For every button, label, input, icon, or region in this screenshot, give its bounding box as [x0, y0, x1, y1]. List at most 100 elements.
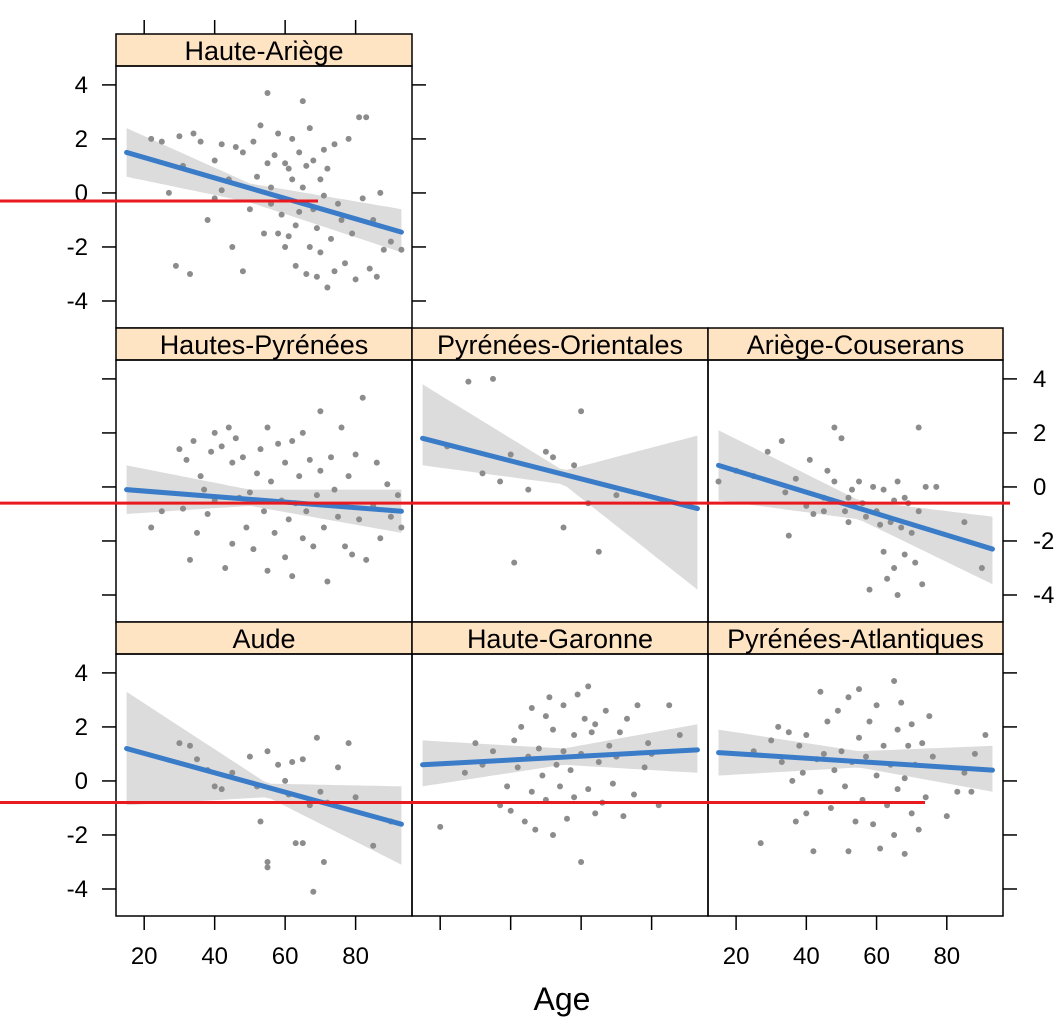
data-point-6-58	[968, 788, 975, 795]
data-point-1-65	[384, 481, 391, 488]
data-point-6-23	[845, 694, 852, 701]
data-point-1-22	[243, 524, 250, 531]
data-point-0-47	[306, 125, 313, 132]
data-point-1-19	[232, 435, 239, 442]
data-point-6-32	[870, 821, 877, 828]
data-point-0-50	[313, 273, 320, 280]
data-point-6-42	[894, 786, 901, 793]
data-point-6-5	[785, 729, 792, 736]
data-point-1-64	[377, 535, 384, 542]
data-point-0-56	[324, 284, 331, 291]
data-point-3-40	[908, 529, 915, 536]
data-point-5-6	[504, 783, 511, 790]
data-point-5-32	[578, 859, 585, 865]
data-point-5-19	[542, 713, 549, 720]
data-point-0-21	[254, 173, 260, 180]
data-point-6-9	[799, 769, 806, 776]
data-point-4-17	[292, 840, 299, 847]
data-point-4-24	[320, 859, 327, 865]
data-point-0-64	[345, 135, 352, 142]
data-point-0-55	[320, 192, 327, 199]
data-point-1-60	[359, 394, 366, 401]
data-point-5-47	[620, 813, 627, 820]
data-point-1-26	[257, 446, 264, 453]
data-point-2-10	[560, 524, 567, 531]
data-point-2-9	[550, 454, 556, 461]
data-point-3-24	[866, 586, 873, 593]
strip-label-3: Ariège-Couserans	[747, 330, 965, 360]
data-point-6-53	[926, 713, 933, 720]
panel-5: Haute-Garonne	[411, 621, 709, 917]
data-point-6-18	[827, 805, 834, 811]
y-tick-label-row0-left-4: 4	[75, 72, 88, 99]
data-point-4-7	[246, 753, 253, 760]
data-point-3-15	[831, 424, 838, 431]
data-point-6-16	[820, 750, 827, 757]
panel-4: Aude	[115, 621, 413, 917]
data-point-6-15	[817, 788, 824, 795]
fit-line-6	[716, 750, 995, 773]
data-point-5-26	[560, 748, 567, 755]
data-point-1-51	[328, 454, 334, 461]
data-point-0-16	[232, 144, 239, 150]
data-point-0-59	[331, 268, 338, 275]
data-point-5-43	[606, 742, 613, 749]
panel-1: Hautes-Pyrénées	[115, 327, 413, 623]
strip-3	[707, 327, 1004, 361]
data-point-5-44	[609, 780, 616, 787]
data-point-5-17	[539, 772, 546, 779]
data-point-4-5	[218, 786, 225, 793]
data-point-1-48	[317, 408, 324, 415]
data-point-0-19	[246, 206, 253, 213]
fit-line-3	[716, 462, 995, 552]
confidence-band-4	[126, 691, 402, 865]
data-point-0-70	[366, 265, 373, 272]
data-point-1-14	[218, 443, 225, 450]
data-point-0-13	[218, 141, 225, 148]
data-point-4-29	[370, 842, 377, 849]
data-point-3-7	[792, 475, 799, 482]
data-point-0-9	[204, 217, 211, 223]
fit-line-1	[124, 487, 404, 514]
data-point-6-44	[901, 850, 908, 857]
data-point-3-34	[894, 592, 901, 598]
data-point-0-63	[342, 260, 348, 267]
data-point-3-25	[870, 483, 877, 490]
data-point-1-12	[211, 429, 218, 436]
data-point-3-19	[845, 519, 852, 526]
data-point-4-14	[282, 777, 289, 784]
data-point-6-12	[810, 848, 817, 855]
data-point-5-49	[631, 791, 637, 798]
data-point-1-45	[310, 543, 317, 550]
data-point-6-33	[873, 772, 880, 779]
data-point-0-20	[250, 138, 257, 145]
data-point-6-10	[803, 810, 810, 817]
data-point-0-66	[352, 276, 359, 283]
data-point-1-42	[299, 429, 306, 436]
data-point-6-11	[803, 732, 810, 738]
data-point-3-30	[884, 575, 891, 582]
data-point-6-50	[915, 826, 922, 833]
y-tick-label-row0-left-1: -2	[67, 234, 88, 261]
panel-6: Pyrénées-Atlantiques	[707, 621, 1004, 917]
strip-label-2: Pyrénées-Orientales	[437, 330, 683, 360]
data-point-1-18	[229, 540, 236, 547]
data-point-3-47	[961, 519, 968, 526]
data-point-6-6	[789, 777, 796, 784]
data-point-0-62	[338, 217, 345, 223]
data-point-1-44	[306, 456, 313, 463]
data-point-0-7	[190, 130, 197, 137]
data-point-6-48	[908, 721, 915, 728]
data-point-5-31	[574, 691, 581, 698]
data-point-6-2	[768, 737, 775, 744]
data-point-1-52	[331, 486, 338, 493]
data-point-5-7	[507, 807, 514, 814]
data-point-5-29	[571, 732, 578, 738]
data-point-5-56	[676, 732, 683, 738]
data-point-4-27	[345, 740, 352, 747]
data-point-0-58	[328, 235, 334, 242]
data-point-4-22	[313, 734, 320, 741]
data-point-0-74	[380, 246, 387, 253]
data-point-4-19	[299, 756, 306, 763]
data-point-6-8	[796, 742, 803, 749]
